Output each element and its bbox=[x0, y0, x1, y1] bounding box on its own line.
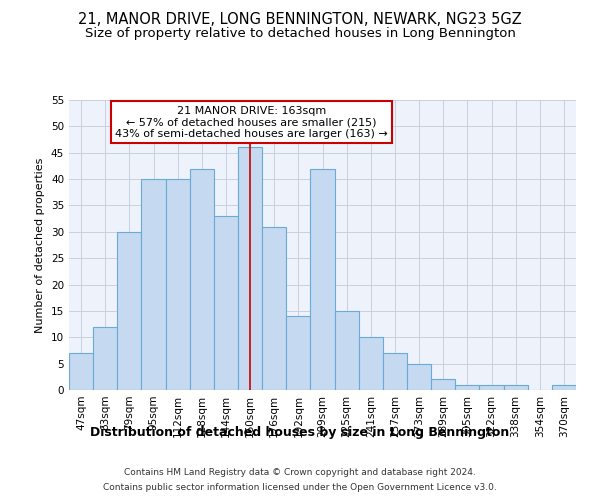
Bar bbox=[142, 179, 166, 390]
Bar bbox=[335, 311, 359, 390]
Bar bbox=[214, 216, 238, 390]
Bar bbox=[262, 226, 286, 390]
Text: 21 MANOR DRIVE: 163sqm
← 57% of detached houses are smaller (215)
43% of semi-de: 21 MANOR DRIVE: 163sqm ← 57% of detached… bbox=[115, 106, 388, 139]
Y-axis label: Number of detached properties: Number of detached properties bbox=[35, 158, 46, 332]
Bar bbox=[190, 168, 214, 390]
Bar bbox=[431, 380, 455, 390]
Bar bbox=[479, 384, 503, 390]
Bar bbox=[383, 353, 407, 390]
Bar bbox=[310, 168, 335, 390]
Text: Size of property relative to detached houses in Long Bennington: Size of property relative to detached ho… bbox=[85, 28, 515, 40]
Bar bbox=[407, 364, 431, 390]
Bar bbox=[455, 384, 479, 390]
Text: 21, MANOR DRIVE, LONG BENNINGTON, NEWARK, NG23 5GZ: 21, MANOR DRIVE, LONG BENNINGTON, NEWARK… bbox=[78, 12, 522, 28]
Bar bbox=[286, 316, 310, 390]
Bar bbox=[238, 148, 262, 390]
Bar bbox=[93, 326, 117, 390]
Bar bbox=[552, 384, 576, 390]
Bar bbox=[117, 232, 142, 390]
Bar bbox=[166, 179, 190, 390]
Bar bbox=[359, 338, 383, 390]
Bar bbox=[503, 384, 528, 390]
Text: Contains public sector information licensed under the Open Government Licence v3: Contains public sector information licen… bbox=[103, 483, 497, 492]
Text: Contains HM Land Registry data © Crown copyright and database right 2024.: Contains HM Land Registry data © Crown c… bbox=[124, 468, 476, 477]
Bar bbox=[69, 353, 93, 390]
Text: Distribution of detached houses by size in Long Bennington: Distribution of detached houses by size … bbox=[91, 426, 509, 439]
